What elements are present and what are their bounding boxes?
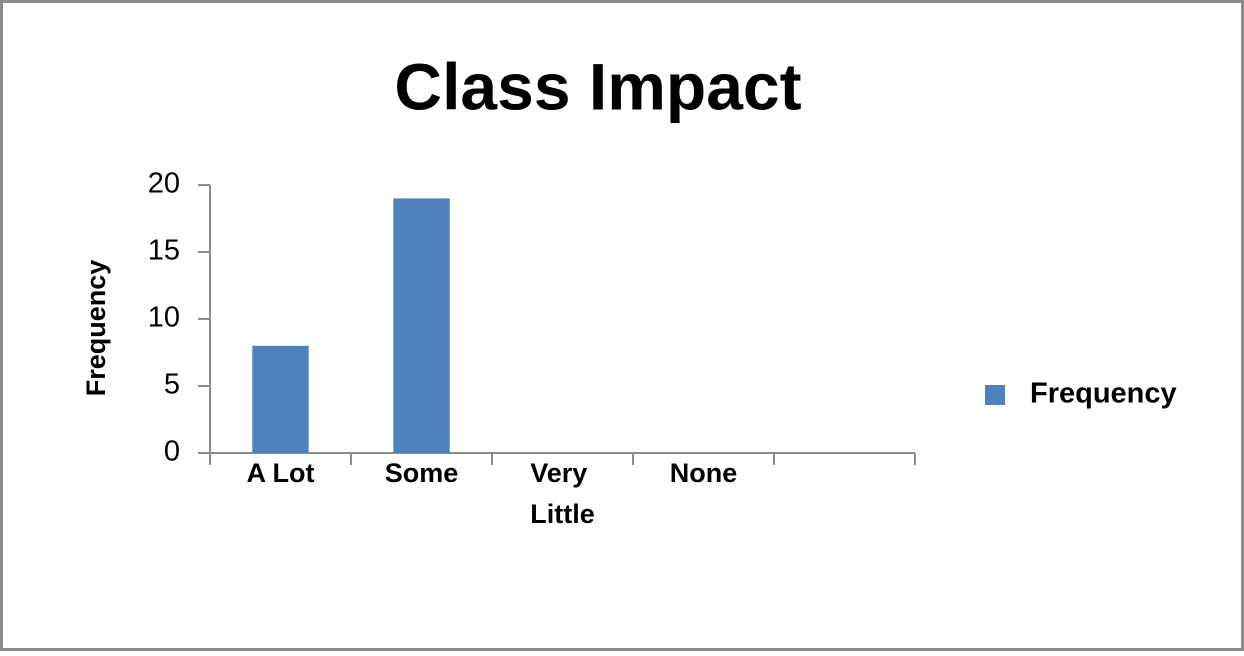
y-tick-label: 10 (148, 302, 180, 334)
y-tick-label: 5 (164, 369, 180, 401)
x-tick-label: A Lot (247, 458, 315, 488)
y-tick-label: 0 (164, 436, 180, 468)
legend-label: Frequency (1030, 378, 1177, 410)
y-axis-label: Frequency (81, 260, 111, 397)
bar (393, 198, 450, 453)
x-tick-label: Some (385, 458, 459, 488)
x-tick-label: Very Little (530, 458, 595, 529)
x-tick-label: None (670, 458, 738, 488)
legend-swatch (985, 385, 1005, 405)
bar (252, 345, 309, 453)
y-tick-label: 15 (148, 235, 180, 267)
chart-title: Class Impact (394, 49, 801, 123)
y-tick-label: 20 (148, 168, 180, 200)
